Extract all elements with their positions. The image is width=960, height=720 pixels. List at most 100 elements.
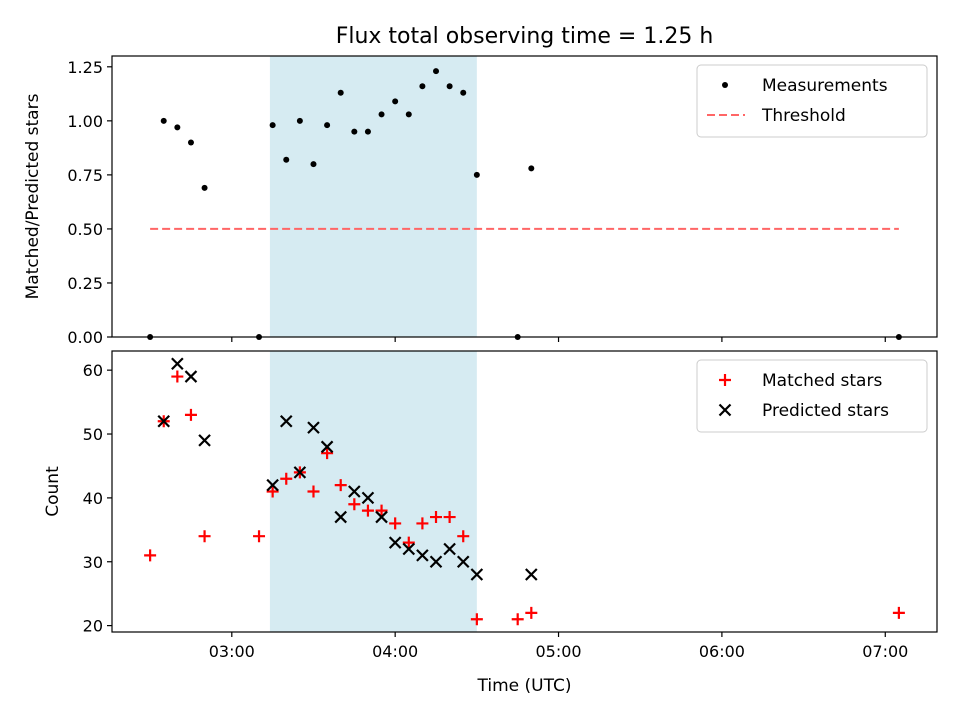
matched-stars-point <box>416 517 429 530</box>
predicted-stars-point <box>184 370 198 383</box>
y-tick-label: 1.25 <box>67 58 103 77</box>
x-tick-label: 03:00 <box>209 642 255 661</box>
predicted-stars-point <box>198 434 211 447</box>
predicted-stars-point <box>375 510 388 524</box>
legend-box <box>696 359 928 433</box>
predicted-stars-point <box>320 440 334 454</box>
legend-marker-plus <box>719 374 731 386</box>
measurements-point <box>419 83 426 90</box>
matched-stars-point <box>144 549 157 562</box>
matched-stars-point <box>280 472 293 485</box>
measurements-point <box>201 184 208 191</box>
legend-marker-x <box>718 403 732 417</box>
legend-label: Measurements <box>762 76 888 96</box>
y-tick-label: 60 <box>83 361 103 380</box>
measurements-point <box>296 117 303 124</box>
measurements-point <box>351 128 358 135</box>
measurements-point <box>460 89 467 96</box>
legend: Matched stars Predicted stars <box>696 359 928 433</box>
measurements-point <box>310 161 317 168</box>
x-tick-label: 06:00 <box>699 642 745 661</box>
matched-stars-point <box>334 479 347 492</box>
matched-stars-point <box>430 511 443 524</box>
measurements-point <box>187 139 194 146</box>
y-tick-label: 30 <box>83 553 103 572</box>
measurements-point <box>378 111 385 118</box>
measurements-point <box>337 89 344 96</box>
measurements-point <box>392 98 399 105</box>
bottom-panel: 20 30 40 50 60 Count 03:00 04:00 05:00 06:00 07:00… <box>43 350 938 661</box>
matched-stars-point <box>525 606 538 619</box>
matched-stars-point <box>307 485 320 498</box>
y-tick-label: 0.25 <box>67 274 103 293</box>
matched-stars-point <box>321 447 334 460</box>
top-panel: 0.00 0.25 0.50 0.75 1.00 1.25 Matched/Predicte… <box>23 55 938 347</box>
y-axis-label: Matched/Predicted stars <box>23 93 43 299</box>
matched-stars-point <box>457 530 470 543</box>
predicted-stars-point <box>416 549 429 562</box>
x-axis-label: Time (UTC) <box>477 676 572 696</box>
matched-stars-point <box>253 530 266 543</box>
y-tick-label: 0.00 <box>67 328 103 347</box>
predicted-stars-point <box>293 466 307 479</box>
matched-stars-point <box>171 370 184 383</box>
measurements-point <box>160 117 167 124</box>
y-tick-label: 40 <box>83 489 103 508</box>
x-tick-label: 04:00 <box>372 642 418 661</box>
matched-stars-point <box>389 517 402 530</box>
matched-stars-point <box>348 498 361 511</box>
legend-label: Predicted stars <box>762 401 889 421</box>
axes-frame <box>111 350 938 633</box>
predicted-stars-point <box>402 542 416 556</box>
measurements-point <box>473 171 480 178</box>
matched-stars-point <box>184 408 197 421</box>
measurements-point <box>174 124 181 131</box>
predicted-stars-point <box>361 491 375 505</box>
y-tick-label: 0.50 <box>67 220 103 239</box>
predicted-stars-point <box>429 555 443 569</box>
matched-stars-point <box>266 485 279 498</box>
measurements-point <box>283 156 290 163</box>
measurements-point <box>528 165 535 172</box>
matched-stars-point <box>511 613 524 626</box>
matched-stars-point <box>361 504 374 517</box>
legend-label: Matched stars <box>762 371 882 391</box>
measurements-point <box>269 122 276 129</box>
predicted-stars-point <box>157 414 171 428</box>
measurements-point <box>324 122 331 129</box>
matched-stars-point <box>375 504 388 517</box>
predicted-stars-point <box>334 510 347 524</box>
predicted-stars-point <box>443 542 456 556</box>
figure-title: Flux total observing time = 1.25 h <box>336 24 714 49</box>
legend-box <box>696 64 928 138</box>
matched-stars-point <box>402 536 415 549</box>
measurements-point <box>433 68 440 75</box>
y-axis-label: Count <box>43 466 63 517</box>
measurements-point <box>364 128 371 135</box>
predicted-stars-point <box>525 568 538 581</box>
predicted-stars-point <box>470 568 484 581</box>
predicted-stars-point <box>456 555 470 569</box>
x-tick-label: 07:00 <box>862 642 908 661</box>
predicted-stars-point <box>348 485 361 498</box>
legend-marker-dot <box>722 82 728 88</box>
legend-label: Threshold <box>761 106 846 126</box>
measurements-point <box>405 111 412 118</box>
matched-stars-point <box>892 606 905 619</box>
predicted-stars-point <box>279 414 293 428</box>
x-tick-label: 05:00 <box>535 642 581 661</box>
matched-stars-point <box>443 511 456 524</box>
y-tick-label: 0.75 <box>67 166 103 185</box>
predicted-stars-point <box>307 421 320 434</box>
y-tick-label: 50 <box>83 425 103 444</box>
predicted-stars-point <box>171 357 184 371</box>
predicted-stars-point <box>266 478 279 492</box>
legend: Measurements Threshold <box>696 64 928 138</box>
matched-stars-point <box>470 613 483 626</box>
axes-frame <box>111 55 938 338</box>
shaded-observing-window <box>269 351 477 632</box>
shaded-observing-window <box>269 56 477 337</box>
measurements-point <box>446 83 453 90</box>
matched-stars-point <box>198 530 211 543</box>
